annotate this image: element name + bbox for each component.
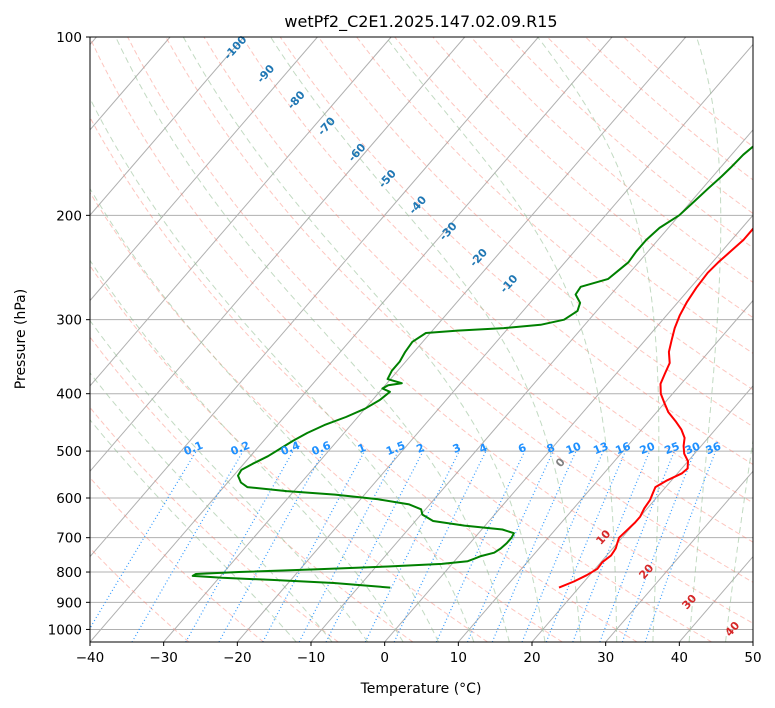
y-tick-label: 900 [56,595,82,611]
isotherm-gridline [384,214,753,642]
dry-adiabat-line [90,116,638,642]
dry-adiabat-line [90,264,488,642]
grid-layer [90,37,753,642]
isotherm-gridline [163,37,687,642]
isotherm-gridline [90,37,539,558]
moist-adiabat-line [90,319,369,642]
dewpoint-profile-line [191,145,753,589]
isotherm-gridline [90,37,466,473]
dry-adiabat-line [165,37,753,583]
dry-adiabat-line [90,191,563,642]
isotherm-gridline [310,129,753,642]
dry-adiabat-line [241,37,753,504]
x-tick-label: 50 [744,650,761,666]
dry-adiabat-line [90,336,414,642]
y-tick-label: 800 [56,565,82,581]
x-tick-label: −10 [297,650,326,666]
mixing-ratio-line [298,450,399,642]
isotherm-gridline [605,470,753,642]
moist-adiabat-line [115,37,510,642]
dry-adiabat-line [127,37,753,624]
moist-adiabat-line [725,437,753,642]
mixing-ratio-line [621,450,696,642]
plot-frame [89,36,754,643]
moist-adiabat-line [385,37,618,642]
mixing-ratio-label: 13 [591,440,610,458]
mixing-ratio-line [466,450,554,642]
dry-adiabat-line [90,406,339,642]
chart-title: wetPf2_C2E1.2025.147.02.09.R15 [284,12,557,32]
isotherm-gridline [90,37,613,642]
y-tick-label: 400 [56,387,82,403]
mixing-ratio-line [521,450,604,642]
mixing-ratio-label: 20 [638,439,657,457]
isotherm-gridline [90,37,392,387]
plot-background [90,37,753,642]
isotherm-gridline [236,43,753,642]
y-tick-label: 700 [56,531,82,547]
temperature-profile-line [558,227,753,589]
moist-adiabat-line [90,97,475,642]
mixing-ratio-line [545,450,627,642]
mixing-ratio-line [599,450,675,642]
x-tick-label: 40 [671,650,688,666]
mixing-ratio-line [491,450,577,642]
y-axis-ticks: 100 200 300 400 500 600 700 800 900 1000 [48,30,90,638]
x-tick-label: −40 [76,650,105,666]
series-layer [191,145,753,589]
dry-adiabat-line [279,37,753,466]
mixing-ratio-line [262,450,366,642]
x-tick-label: 20 [523,650,540,666]
moist-adiabat-line [537,37,660,642]
x-axis-label: Temperature (°C) [360,681,482,697]
moist-adiabat-line [90,419,297,642]
isotherm-gridline [90,37,318,302]
isotherm-gridline [531,385,753,642]
guide-lines-layer [90,37,753,642]
x-tick-label: 0 [380,650,389,666]
y-tick-label: 500 [56,444,82,460]
x-tick-label: 30 [597,650,614,666]
dry-adiabat-line [470,37,753,283]
dry-adiabat-line [90,477,264,642]
mixing-ratio-line [644,450,717,642]
isotherm-gridline [457,299,753,642]
mixing-ratio-label: 8 [545,441,557,456]
y-tick-label: 1000 [48,622,82,638]
moist-adiabat-line [90,372,333,642]
x-axis-ticks: −40 −30 −20 −10 0 10 20 30 40 50 [76,642,762,666]
mixing-ratio-label: 3 [451,441,463,456]
y-tick-label: 300 [56,313,82,329]
y-tick-label: 200 [56,208,82,224]
mixing-ratio-label: 1 [356,441,368,456]
moist-adiabat-line [270,37,582,642]
isotherm-gridline [90,37,245,216]
y-axis-label: Pressure (hPa) [13,289,29,389]
x-tick-label: −30 [149,650,178,666]
mixing-ratio-label: 36 [704,439,723,457]
mixing-ratio-label: 10 [564,439,583,457]
moist-adiabat-line [182,37,546,642]
mixing-ratio-line [218,450,325,642]
y-tick-label: 100 [56,30,82,46]
y-tick-label: 600 [56,491,82,507]
mixing-ratio-label: 25 [662,440,681,458]
moist-adiabat-line [688,37,722,642]
x-tick-label: −20 [223,650,252,666]
mixing-ratio-label: 30 [683,439,702,457]
dry-adiabat-line [394,37,753,354]
moist-adiabat-line [90,187,439,642]
dry-adiabat-line [203,37,753,543]
mixing-ratio-label: 2 [415,441,427,456]
x-tick-label: 10 [450,650,467,666]
mixing-ratio-line [572,450,651,642]
dry-adiabat-line [90,37,712,642]
mixing-ratio-line [325,450,424,642]
mixing-ratio-label: 16 [613,439,632,457]
mixing-ratio-line [90,450,197,630]
